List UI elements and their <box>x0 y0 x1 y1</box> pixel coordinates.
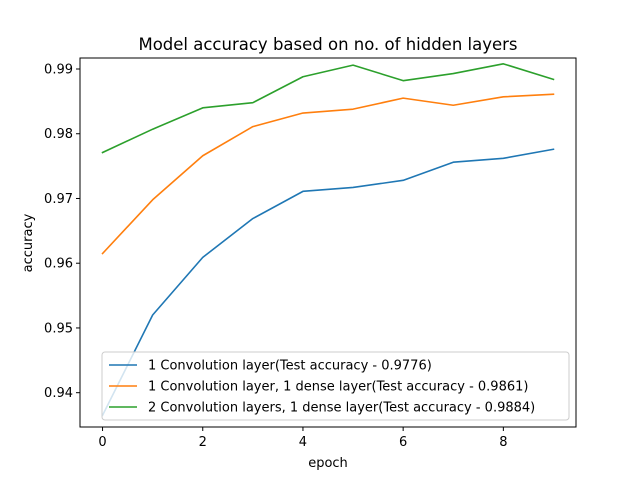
chart-title: Model accuracy based on no. of hidden la… <box>138 35 517 54</box>
series-line-1 <box>101 148 555 417</box>
legend-box <box>101 351 570 421</box>
legend-entry-label: 1 Convolution layer(Test accuracy - 0.97… <box>148 359 432 374</box>
y-axis-label: accuracy <box>21 213 36 272</box>
y-tick-label: 0.99 <box>44 63 73 78</box>
x-tick-label: 8 <box>499 435 507 450</box>
legend-entry-label: 2 Convolution layers, 1 dense layer(Test… <box>148 401 535 416</box>
y-tick-label: 0.98 <box>44 127 73 142</box>
series-lines <box>101 63 555 417</box>
x-tick-label: 2 <box>199 435 207 450</box>
y-axis-ticks: 0.94 0.95 0.96 0.97 0.98 0.99 <box>44 63 80 401</box>
legend: 1 Convolution layer(Test accuracy - 0.97… <box>101 351 570 421</box>
series-line-2 <box>101 93 555 255</box>
x-tick-label: 6 <box>399 435 407 450</box>
plot-area-frame <box>79 57 577 428</box>
series-line-3 <box>101 63 555 154</box>
y-tick-label: 0.96 <box>44 257 73 272</box>
y-tick-label: 0.94 <box>44 386 73 401</box>
x-tick-label: 0 <box>98 435 106 450</box>
x-axis-label: epoch <box>308 456 348 471</box>
x-axis-ticks: 0 2 4 6 8 <box>98 427 507 450</box>
legend-entry-label: 1 Convolution layer, 1 dense layer(Test … <box>148 380 528 395</box>
y-tick-label: 0.95 <box>44 321 73 336</box>
x-tick-label: 4 <box>299 435 307 450</box>
y-tick-label: 0.97 <box>44 192 73 207</box>
